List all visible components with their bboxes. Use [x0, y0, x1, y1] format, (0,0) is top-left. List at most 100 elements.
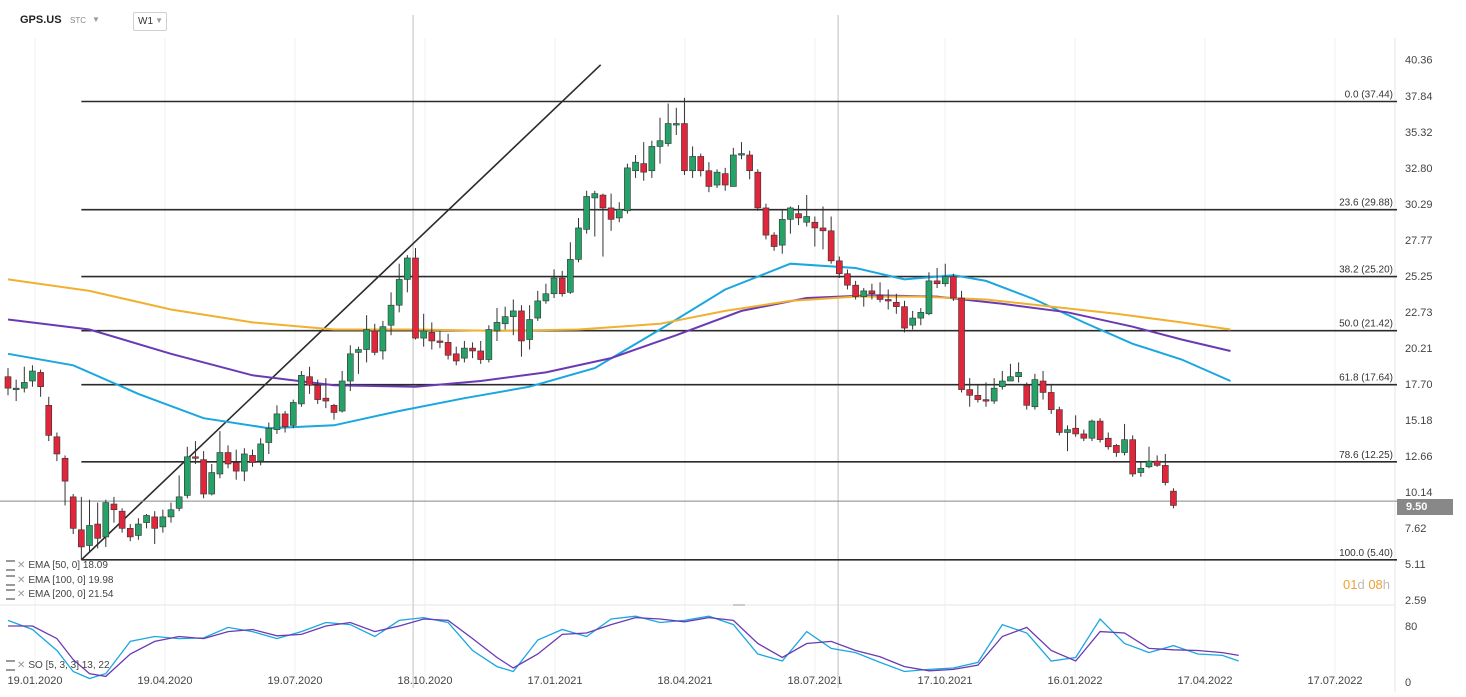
candle: [363, 315, 370, 363]
candle-body: [330, 405, 338, 413]
candle: [941, 263, 949, 287]
candle-body: [941, 276, 949, 285]
candle-body: [982, 399, 990, 402]
candle-body: [45, 405, 53, 436]
legend-ema-100-text: EMA [100, 0] 19.98: [28, 575, 114, 587]
candle-body: [648, 146, 656, 172]
candle-body: [371, 330, 379, 353]
settings-icon[interactable]: [6, 660, 15, 671]
source-label[interactable]: STC: [70, 16, 86, 25]
candle: [428, 322, 436, 350]
candle-body: [542, 293, 550, 302]
candle: [86, 499, 93, 552]
legend-ema-50[interactable]: ✕ EMA [50, 0] 18.09: [6, 560, 108, 571]
candle: [575, 217, 582, 263]
candle-body: [795, 213, 802, 219]
close-icon[interactable]: ✕: [17, 575, 26, 587]
candle-body: [599, 194, 607, 209]
candle-body: [192, 456, 199, 459]
countdown-days: 01: [1343, 577, 1358, 592]
candle: [118, 508, 126, 533]
candle: [306, 366, 313, 394]
y-tick-label: 40.36: [1405, 55, 1433, 67]
x-tick-label: 16.01.2022: [1047, 675, 1102, 687]
close-icon[interactable]: ✕: [17, 560, 26, 572]
candle: [1023, 382, 1031, 410]
settings-icon[interactable]: [6, 560, 15, 571]
symbol-label[interactable]: GPS.US: [20, 14, 62, 26]
candle-body: [404, 257, 411, 280]
x-tick-label: 19.04.2020: [137, 675, 192, 687]
candle-body: [159, 516, 167, 528]
fibonacci-level-label: 38.2 (25.20): [1339, 265, 1393, 276]
candle: [167, 502, 175, 523]
settings-icon[interactable]: [6, 589, 15, 600]
candle-body: [958, 297, 965, 390]
candle-body: [37, 372, 44, 388]
candle: [126, 524, 134, 542]
candle-body: [436, 340, 444, 343]
candle-body: [216, 452, 224, 475]
candle: [803, 195, 811, 227]
candle-body: [1064, 429, 1071, 433]
legend-ema-100[interactable]: ✕ EMA [100, 0] 19.98: [6, 575, 113, 586]
legend-ema-200-text: EMA [200, 0] 21.54: [28, 589, 114, 601]
candle-body: [322, 397, 330, 402]
candle-body: [917, 312, 925, 319]
candle-body: [868, 290, 876, 295]
candle: [159, 509, 167, 533]
close-icon[interactable]: ✕: [17, 589, 26, 601]
candle-body: [583, 196, 590, 230]
candle: [966, 378, 974, 407]
candle-body: [1023, 384, 1031, 406]
candle: [689, 146, 696, 178]
candle-body: [1031, 379, 1039, 408]
settings-icon[interactable]: [6, 575, 15, 586]
candle-body: [4, 376, 12, 389]
candle-body: [575, 227, 582, 260]
candle: [730, 147, 737, 187]
candle-body: [624, 167, 631, 212]
candle: [558, 270, 566, 297]
candle: [1096, 418, 1104, 443]
timeframe-label: W1: [138, 16, 153, 27]
candle-body: [501, 316, 509, 325]
y-tick-label: 32.80: [1405, 163, 1433, 175]
oscillator-line: [7, 615, 1239, 680]
candle-body: [1039, 380, 1047, 393]
candle: [110, 496, 118, 523]
chevron-down-icon[interactable]: ▼: [92, 15, 100, 24]
legend-ema-200[interactable]: ✕ EMA [200, 0] 21.54: [6, 589, 113, 600]
candle: [648, 140, 656, 178]
timeframe-select[interactable]: W1 ▼: [133, 12, 167, 31]
x-tick-label: 19.01.2020: [7, 675, 62, 687]
candle: [672, 107, 680, 135]
candle: [1056, 406, 1063, 436]
candle: [811, 216, 819, 247]
candle-body: [607, 207, 615, 220]
candle: [4, 368, 12, 396]
candle: [1031, 373, 1039, 410]
candle-body: [53, 436, 61, 455]
y-tick-label: 2.59: [1405, 595, 1426, 607]
candle: [314, 379, 322, 404]
candle-body: [827, 230, 835, 262]
candle-body: [232, 462, 240, 472]
y-tick-label: 27.77: [1405, 235, 1433, 247]
candle-body: [257, 443, 264, 462]
candle: [925, 272, 933, 316]
y-tick-label: 37.84: [1405, 91, 1433, 103]
y-tick-label: 25.25: [1405, 271, 1433, 283]
candle: [477, 340, 485, 364]
candle: [20, 366, 28, 393]
candle: [705, 162, 713, 193]
y-tick-label: 15.18: [1405, 415, 1433, 427]
candle-body: [1162, 465, 1169, 483]
close-icon[interactable]: ✕: [17, 660, 26, 672]
candle: [819, 206, 827, 250]
candle-body: [950, 276, 957, 299]
candle: [94, 502, 101, 549]
candle-body: [925, 280, 933, 315]
legend-oscillator[interactable]: ✕ SO [5, 3, 3] 13, 22: [6, 660, 110, 671]
